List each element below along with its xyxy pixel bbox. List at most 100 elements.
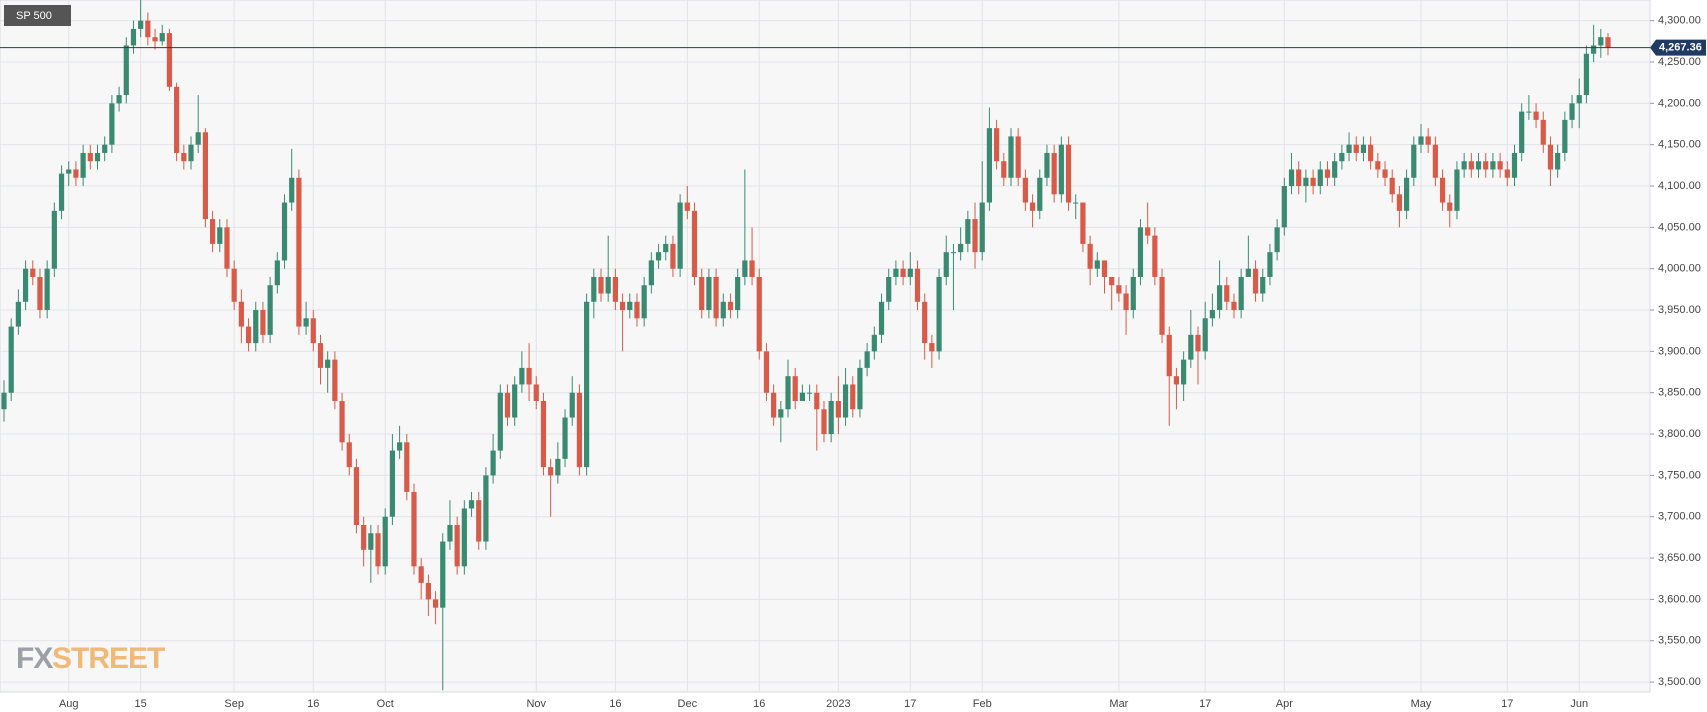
candle-body bbox=[1231, 301, 1237, 311]
candle-body bbox=[1404, 177, 1410, 211]
candle-body bbox=[195, 132, 201, 145]
candle-body bbox=[1490, 161, 1496, 170]
candle-body bbox=[1375, 161, 1381, 170]
candle-body bbox=[1051, 152, 1057, 195]
candle-body bbox=[1382, 169, 1388, 178]
candle-body bbox=[245, 326, 252, 344]
candle-body bbox=[1130, 276, 1136, 311]
x-tick-label: 17 bbox=[1199, 698, 1211, 710]
candle-body bbox=[871, 334, 877, 352]
candle-body bbox=[389, 450, 396, 517]
candle-body bbox=[799, 392, 806, 401]
candle-body bbox=[325, 359, 331, 368]
x-tick-label: Aug bbox=[59, 698, 79, 710]
x-tick-label: Mar bbox=[1109, 698, 1128, 710]
candle-body bbox=[907, 268, 913, 277]
candle-body bbox=[166, 33, 173, 87]
candle-body bbox=[1425, 136, 1431, 145]
candle-body bbox=[397, 442, 403, 451]
candle-body bbox=[1159, 276, 1165, 335]
candle-body bbox=[886, 276, 892, 302]
candle-body bbox=[497, 392, 503, 451]
candle-body bbox=[591, 276, 597, 302]
candle-body bbox=[1310, 177, 1316, 187]
candle-body bbox=[332, 359, 338, 401]
candle-body bbox=[857, 367, 863, 410]
candle-body bbox=[691, 210, 698, 277]
x-tick-label: Feb bbox=[973, 698, 992, 710]
candle-body bbox=[641, 285, 647, 319]
candle-body bbox=[461, 508, 467, 567]
candle-body bbox=[548, 467, 554, 476]
candle-body bbox=[1591, 45, 1597, 54]
candle-body bbox=[432, 599, 439, 608]
candle-body bbox=[1360, 144, 1367, 153]
x-tick-label: Sep bbox=[224, 698, 244, 710]
candle-body bbox=[835, 400, 841, 418]
candle-body bbox=[1073, 202, 1079, 204]
candle-body bbox=[1044, 152, 1050, 178]
candle-body bbox=[260, 310, 266, 335]
candle-body bbox=[1058, 144, 1064, 195]
x-tick-label: May bbox=[1411, 698, 1432, 710]
candle-body bbox=[289, 177, 295, 203]
candle-body bbox=[1080, 202, 1086, 244]
candle-body bbox=[958, 243, 964, 253]
candle-body bbox=[900, 268, 906, 277]
candle-body bbox=[1605, 37, 1611, 48]
candle-body bbox=[792, 376, 798, 401]
candle-body bbox=[965, 219, 971, 244]
candle-body bbox=[404, 442, 410, 492]
candle-body bbox=[569, 392, 575, 418]
candle-body bbox=[677, 202, 683, 269]
last-price-label: 4,267.36 bbox=[1659, 42, 1702, 54]
candles bbox=[1, 0, 1611, 691]
candle-body bbox=[1209, 310, 1215, 319]
candle-body bbox=[346, 442, 352, 468]
candle-body bbox=[317, 343, 324, 368]
candle-body bbox=[1332, 161, 1338, 178]
x-tick-label: Oct bbox=[377, 698, 394, 710]
y-tick-label: 3,550.00 bbox=[1658, 635, 1701, 647]
candle-body bbox=[1303, 177, 1309, 187]
candle-body bbox=[864, 351, 870, 368]
x-tick-label: 16 bbox=[609, 698, 621, 710]
candle-body bbox=[447, 524, 453, 542]
y-tick-label: 3,500.00 bbox=[1658, 676, 1701, 688]
y-tick-label: 4,100.00 bbox=[1658, 180, 1701, 192]
candle-body bbox=[1483, 161, 1489, 170]
y-tick-label: 4,150.00 bbox=[1658, 139, 1701, 151]
candle-body bbox=[22, 268, 29, 302]
candle-body bbox=[526, 367, 532, 385]
candle-body bbox=[1252, 268, 1259, 294]
candle-body bbox=[1569, 103, 1575, 120]
candle-body bbox=[1296, 169, 1302, 187]
candle-body bbox=[138, 20, 144, 29]
candle-body bbox=[1245, 268, 1251, 277]
candle-body bbox=[418, 566, 424, 583]
candle-body bbox=[58, 173, 65, 211]
watermark-name: STREET bbox=[52, 642, 165, 675]
candle-body bbox=[1339, 152, 1345, 162]
candle-body bbox=[116, 95, 122, 104]
y-tick-label: 3,750.00 bbox=[1658, 469, 1701, 481]
candle-body bbox=[893, 268, 899, 277]
chart-title: SP 500 bbox=[16, 10, 52, 22]
candle-body bbox=[1396, 194, 1403, 211]
candle-body bbox=[375, 533, 381, 567]
candle-body bbox=[699, 276, 705, 311]
candle-body bbox=[1037, 177, 1043, 211]
candle-body bbox=[281, 202, 288, 261]
y-tick-label: 3,800.00 bbox=[1658, 428, 1701, 440]
candle-body bbox=[814, 392, 820, 410]
candle-body bbox=[1555, 152, 1561, 170]
candle-body bbox=[8, 326, 14, 393]
candle-body bbox=[1015, 136, 1021, 178]
candle-body bbox=[1389, 177, 1395, 195]
candle-body bbox=[684, 202, 690, 211]
candle-body bbox=[382, 516, 388, 567]
candle-body bbox=[353, 467, 360, 525]
candle-body bbox=[1001, 161, 1007, 178]
candle-body bbox=[1562, 119, 1568, 153]
